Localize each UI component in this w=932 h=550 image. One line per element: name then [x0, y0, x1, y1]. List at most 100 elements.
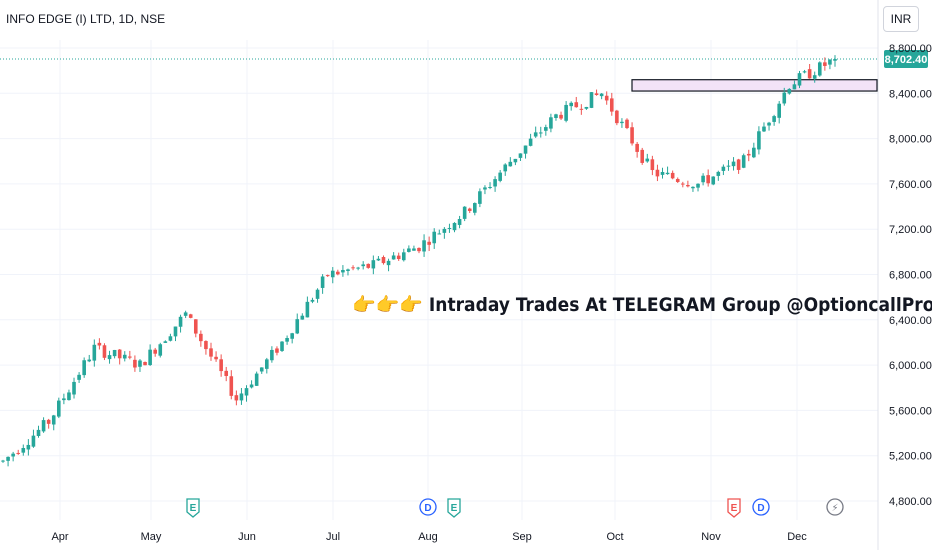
- x-tick-label: Sep: [512, 531, 532, 543]
- candle-body: [214, 356, 218, 360]
- candle-body: [325, 275, 330, 277]
- candle-body: [77, 374, 81, 380]
- candle-body: [199, 333, 203, 342]
- candle-body: [209, 348, 213, 357]
- candle-body: [777, 103, 781, 118]
- annotation-text: 👉👉👉 Intraday Trades At TELEGRAM Group @O…: [352, 293, 932, 316]
- x-tick-label: May: [141, 531, 162, 543]
- candle-body: [234, 395, 239, 401]
- candle-body: [412, 248, 416, 251]
- candle-body: [67, 392, 71, 401]
- y-tick-label: 4,800.00: [889, 496, 932, 508]
- candle-body: [701, 175, 705, 183]
- candle-body: [675, 178, 680, 182]
- candle-body: [259, 367, 264, 372]
- candle-body: [437, 233, 442, 235]
- candle-body: [594, 93, 599, 95]
- candle-body: [229, 376, 234, 396]
- candle-body: [219, 359, 223, 372]
- candle-body: [691, 186, 695, 189]
- candle-body: [36, 429, 41, 436]
- candle-body: [584, 106, 589, 109]
- candle-body: [721, 166, 726, 171]
- candle-body: [305, 301, 310, 318]
- candle-body: [655, 169, 660, 177]
- candle-body: [432, 231, 437, 244]
- x-tick-label: Jun: [238, 531, 256, 543]
- y-tick-label: 6,000.00: [889, 360, 932, 372]
- candle-body: [153, 349, 157, 354]
- candle-body: [670, 172, 675, 179]
- candle-body: [467, 208, 472, 211]
- candle-body: [376, 258, 381, 261]
- x-tick-label: Aug: [418, 531, 438, 543]
- candle-body: [72, 381, 76, 395]
- last-price-badge: [884, 50, 928, 69]
- candle-body: [513, 158, 518, 163]
- candle-body: [630, 127, 634, 144]
- candle-body: [270, 349, 274, 361]
- candle-body: [650, 159, 655, 171]
- candle-body: [823, 62, 827, 66]
- candle-body: [706, 175, 710, 184]
- event-label: E: [451, 503, 458, 514]
- candle-body: [620, 121, 624, 124]
- candle-body: [569, 102, 573, 107]
- candle-body: [178, 316, 183, 327]
- candle-body: [711, 176, 716, 185]
- x-tick-label: Oct: [606, 531, 623, 543]
- candle-body: [11, 453, 15, 457]
- candle-body: [239, 393, 244, 401]
- candle-body: [133, 359, 137, 368]
- candle-body: [381, 257, 386, 264]
- candle-body: [87, 359, 92, 362]
- candle-body: [117, 349, 122, 359]
- candle-body: [422, 240, 426, 252]
- candle-body: [280, 341, 284, 351]
- candle-body: [615, 110, 619, 124]
- candle-body: [828, 59, 832, 65]
- event-marker-split: [727, 498, 741, 518]
- candle-body: [41, 420, 46, 432]
- candle-body: [625, 119, 629, 129]
- candle-body: [767, 122, 771, 126]
- candle-body: [366, 263, 371, 268]
- candle-body: [26, 444, 31, 450]
- candle-body: [138, 360, 142, 367]
- candle-body: [726, 165, 731, 167]
- candle-body: [163, 341, 168, 343]
- candle-body: [554, 114, 558, 118]
- candle-body: [833, 59, 837, 61]
- candle-body: [1, 460, 5, 462]
- candle-body: [275, 348, 279, 353]
- candle-body: [336, 271, 340, 275]
- currency-button[interactable]: INR: [883, 6, 919, 32]
- candle-body: [772, 116, 776, 122]
- candle-body: [401, 252, 406, 261]
- candle-body: [396, 255, 401, 260]
- candle-body: [736, 159, 741, 170]
- candle-body: [249, 384, 254, 388]
- event-label: E: [190, 503, 197, 514]
- candle-body: [716, 171, 721, 176]
- chart-title: INFO EDGE (I) LTD, 1D, NSE: [6, 12, 166, 26]
- candle-body: [265, 359, 269, 369]
- candle-body: [609, 98, 614, 112]
- candle-body: [290, 333, 294, 339]
- candle-body: [579, 108, 584, 110]
- candle-body: [128, 356, 132, 358]
- candle-body: [224, 370, 229, 376]
- candle-body: [599, 93, 604, 97]
- candle-body: [802, 71, 807, 73]
- candle-body: [442, 228, 447, 233]
- resistance-zone: [631, 79, 878, 92]
- candle-body: [82, 360, 86, 376]
- candle-body: [102, 345, 107, 358]
- event-label: E: [731, 503, 738, 514]
- candle-body: [681, 183, 685, 185]
- candle-body: [518, 153, 523, 158]
- candle-body: [762, 126, 766, 132]
- y-tick-label: 5,200.00: [889, 451, 932, 463]
- candle-body: [341, 269, 345, 273]
